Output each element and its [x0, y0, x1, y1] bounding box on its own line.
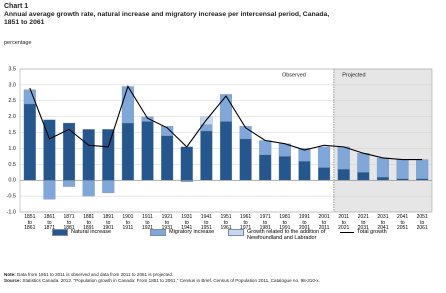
bar-segment [259, 140, 272, 155]
x-tick-label: 1901 to 1911 [122, 214, 134, 232]
x-tick-label: 1851 to 1861 [24, 214, 36, 232]
legend-swatch [228, 229, 244, 236]
bar-segment [121, 86, 134, 124]
bar-segment [337, 168, 350, 181]
x-tick-label: 2031 to 2041 [377, 214, 389, 232]
legend-item: Total growth [340, 229, 430, 235]
source-label: Source: [4, 278, 22, 283]
source: Source: Statistics Canada. 2012. "Popula… [4, 278, 442, 284]
x-tick-label: 2001 to 2011 [318, 214, 330, 232]
note: Note: Data from 1851 to 2011 is observed… [4, 272, 442, 278]
bar-segment [161, 135, 174, 181]
total-line [29, 85, 423, 161]
bar-segment [376, 157, 389, 178]
bar-segment [337, 146, 350, 170]
y-tick-label: 3.0 [8, 82, 16, 88]
legend-label: Growth related to the addition of Newfou… [247, 229, 326, 241]
bar-segment [259, 154, 272, 181]
bar-segment [82, 129, 95, 181]
notes: Note: Data from 1851 to 2011 is observed… [4, 272, 442, 284]
y-tick-label: 2.0 [8, 114, 16, 120]
x-tick-label: 1881 to 1891 [83, 214, 95, 232]
y-tick-label: 2.5 [8, 98, 16, 104]
bar-segment [102, 180, 115, 194]
x-tick-label: 1961 to 1971 [240, 214, 252, 232]
x-tick-label: 1981 to 1991 [279, 214, 291, 232]
y-tick-label: 0.5 [8, 162, 16, 168]
x-tick-label: 1951 to 1961 [220, 214, 232, 232]
x-tick-label: 1861 to 1871 [43, 214, 55, 232]
bar-segment [102, 129, 115, 181]
bar-segment [161, 126, 174, 136]
bar-segment [298, 161, 311, 181]
x-tick-label: 1891 to 1901 [102, 214, 114, 232]
kicker: Chart 1 [4, 3, 29, 10]
y-tick-label: 3.5 [8, 66, 16, 72]
legend-label: Natural increase [71, 229, 112, 235]
bar-segment [141, 121, 154, 181]
note-text: Data from 1851 to 2011 is observed and d… [17, 272, 174, 277]
y-axis-label: percentage [4, 40, 32, 46]
bar-segment [357, 153, 370, 173]
bar-segment [219, 121, 233, 181]
x-tick-label: 1871 to 1881 [63, 214, 75, 232]
source-text: Statistics Canada. 2012. "Population gro… [22, 278, 321, 283]
bar-segment [416, 159, 429, 179]
x-tick-label: 2051 to 2061 [416, 214, 428, 232]
y-tick-label: 1.5 [8, 130, 16, 136]
bar-segment [200, 130, 213, 181]
x-tick-label: 1991 to 2001 [298, 214, 311, 232]
bar-segment [298, 148, 311, 162]
projected-label: Projected [342, 72, 365, 78]
bar-segment [63, 180, 76, 187]
bar-segment [239, 126, 252, 140]
note-label: Note: [4, 272, 16, 277]
legend-item: Migratory increase [150, 229, 240, 236]
bar-segment [357, 172, 370, 181]
observed-label: Observed [282, 72, 306, 78]
bar-segment [23, 103, 36, 181]
legend-label: Migratory increase [169, 229, 215, 235]
x-tick-label: 2021 to 2031 [357, 214, 369, 232]
bar-segment [180, 146, 193, 181]
bar-segment [121, 122, 134, 181]
x-tick-label: 1911 to 1921 [141, 214, 154, 232]
bar-segment [141, 116, 154, 122]
projection-shade [333, 69, 432, 212]
x-tick-label: 1941 to 1951 [200, 214, 212, 232]
x-tick-label: 2011 to 2021 [338, 214, 350, 232]
y-tick-label: 0.0 [8, 178, 16, 184]
bar-segment [82, 180, 95, 197]
bar-segment [278, 156, 291, 181]
legend-swatch [150, 229, 166, 236]
x-tick-label: 1931 to 1941 [181, 214, 193, 232]
legend-item: Growth related to the addition of Newfou… [228, 229, 328, 241]
bar-segment [318, 146, 331, 168]
legend-swatch [52, 229, 68, 236]
bar-segment [23, 89, 36, 105]
bar-segment [376, 176, 389, 181]
chart-title: Annual average growth rate, natural incr… [4, 11, 330, 26]
y-tick-label: 1.0 [8, 146, 16, 152]
x-tick-label: 1971 to 1981 [259, 214, 271, 232]
y-tick-label: -0.5 [7, 194, 16, 200]
legend-swatch [340, 231, 354, 233]
bar-segment [219, 94, 233, 122]
x-tick-label: 1921 to 1931 [161, 214, 173, 232]
plot-frame [19, 68, 433, 213]
legend-item: Natural increase [52, 229, 142, 236]
bar-segment [396, 159, 409, 179]
bar-segment [318, 167, 331, 181]
legend-label: Total growth [357, 229, 387, 235]
bar-segment [43, 180, 56, 200]
bar-segment [239, 138, 252, 181]
x-tick-label: 2041 to 2051 [397, 214, 409, 232]
y-tick-label: -1.0 [7, 209, 16, 215]
